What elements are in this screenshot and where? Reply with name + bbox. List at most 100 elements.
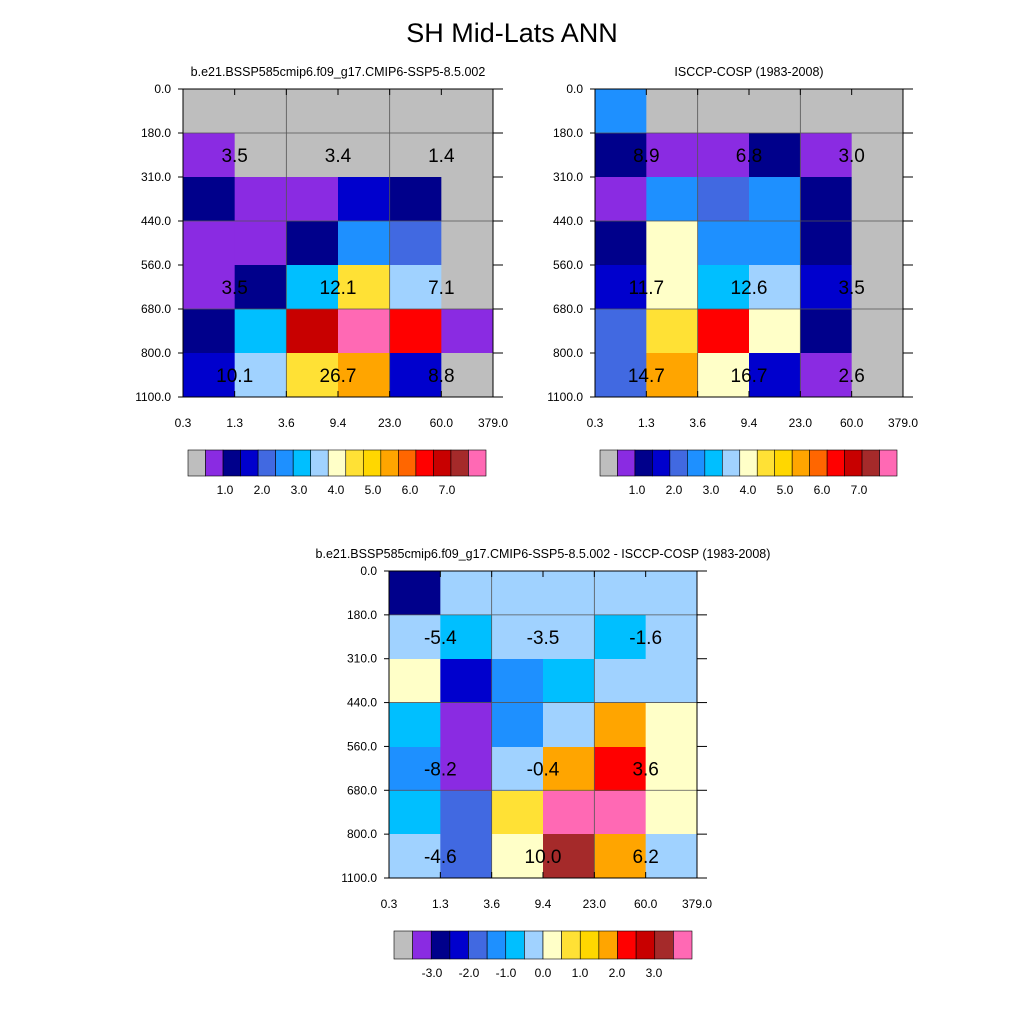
- heatmap-cell: [697, 221, 750, 266]
- y-tick-label: 440.0: [347, 696, 377, 710]
- colorbar-swatch: [739, 449, 758, 477]
- heatmap-cell: [851, 89, 904, 134]
- colorbar-swatch: [393, 930, 413, 960]
- colorbar-label: 2.0: [254, 483, 271, 497]
- y-tick-label: 180.0: [141, 126, 171, 140]
- cell-value-label: 12.6: [731, 278, 768, 299]
- colorbar-label: 6.0: [814, 483, 831, 497]
- y-tick-label: 0.0: [566, 82, 583, 96]
- colorbar-swatch: [634, 449, 653, 477]
- heatmap-cell: [646, 221, 699, 266]
- heatmap-cell: [851, 353, 904, 398]
- heatmap-cell: [491, 615, 544, 660]
- colorbar-swatch: [430, 930, 451, 960]
- heatmap-cell: [234, 221, 287, 266]
- heatmap-cell: [441, 221, 494, 266]
- heatmap-cell: [543, 747, 595, 792]
- heatmap-cell: [338, 309, 391, 354]
- heatmap-cell: [183, 353, 236, 398]
- heatmap-cell: [286, 221, 339, 266]
- heatmap-cell: [749, 309, 801, 354]
- colorbar-label: 1.0: [217, 483, 234, 497]
- heatmap-cell: [286, 133, 339, 178]
- heatmap-cell: [749, 133, 801, 178]
- cell-value-label: 10.1: [216, 366, 253, 387]
- colorbar-swatch: [861, 449, 880, 477]
- x-tick-label: 60.0: [430, 416, 454, 430]
- cell-value-label: 26.7: [320, 366, 357, 387]
- heatmap-cell: [749, 265, 801, 310]
- colorbar-label: -2.0: [459, 966, 480, 980]
- colorbar-swatch: [362, 449, 382, 477]
- heatmap-cell: [594, 747, 647, 792]
- colorbar-label: 5.0: [365, 483, 382, 497]
- y-tick-label: 800.0: [553, 346, 583, 360]
- heatmap-cell: [183, 177, 236, 222]
- colorbar-swatch: [599, 449, 618, 477]
- colorbar-label: 7.0: [439, 483, 456, 497]
- heatmap-cell: [389, 89, 442, 134]
- heatmap-cell: [440, 659, 493, 704]
- colorbar-label: 2.0: [609, 966, 626, 980]
- x-tick-label: 1.3: [432, 897, 449, 911]
- y-tick-label: 800.0: [347, 827, 377, 841]
- heatmap-cell: [697, 133, 750, 178]
- heatmap-cell: [389, 615, 441, 660]
- colorbar-swatch: [412, 930, 432, 960]
- heatmap-cell: [441, 177, 494, 222]
- heatmap-cell: [441, 265, 494, 310]
- heatmap-cell: [800, 133, 853, 178]
- cell-value-label: 12.1: [320, 278, 357, 299]
- heatmap-cell: [645, 615, 698, 660]
- heatmap-cell: [389, 265, 442, 310]
- heatmap-cell: [595, 133, 647, 178]
- colorbar-swatch: [617, 449, 636, 477]
- x-tick-label: 379.0: [478, 416, 508, 430]
- y-tick-label: 680.0: [141, 302, 171, 316]
- colorbar-label: 3.0: [703, 483, 720, 497]
- heatmap-cell: [646, 309, 699, 354]
- heatmap-cell: [338, 133, 391, 178]
- heatmap-cell: [595, 221, 647, 266]
- heatmap-cell: [286, 265, 339, 310]
- heatmap-cell: [543, 571, 595, 616]
- colorbar-swatch: [222, 449, 241, 477]
- colorbar-label: 1.0: [629, 483, 646, 497]
- colorbar-swatch: [415, 449, 434, 477]
- x-tick-label: 60.0: [840, 416, 864, 430]
- cell-value-label: -1.6: [629, 628, 662, 649]
- heatmap-cell: [389, 659, 441, 704]
- heatmap-cell: [491, 571, 544, 616]
- heatmap-cell: [800, 89, 853, 134]
- colorbar-swatch: [721, 449, 741, 477]
- x-tick-label: 23.0: [378, 416, 402, 430]
- heatmap-cell: [697, 177, 750, 222]
- heatmap-cell: [697, 265, 750, 310]
- colorbar-swatch: [826, 449, 845, 477]
- y-tick-label: 440.0: [141, 214, 171, 228]
- heatmap-cell: [543, 659, 595, 704]
- heatmap-cell: [851, 177, 904, 222]
- colorbar-swatch: [292, 449, 312, 477]
- heatmap-cell: [441, 133, 494, 178]
- heatmap-cell: [543, 703, 595, 748]
- heatmap-cell: [646, 353, 699, 398]
- colorbar-swatch: [673, 930, 693, 960]
- heatmap-cell: [543, 834, 595, 879]
- heatmap-cell: [338, 221, 391, 266]
- heatmap-cell: [389, 571, 441, 616]
- figure-title: SH Mid-Lats ANN: [406, 18, 618, 48]
- y-tick-label: 1100.0: [135, 390, 171, 404]
- heatmap-cell: [594, 834, 647, 879]
- cell-value-label: 3.6: [632, 759, 658, 780]
- colorbar-label: 0.0: [535, 966, 552, 980]
- heatmap-cell: [389, 309, 442, 354]
- y-tick-label: 560.0: [347, 739, 377, 753]
- heatmap-cell: [440, 747, 493, 792]
- heatmap-cell: [594, 571, 647, 616]
- colorbar-swatch: [669, 449, 688, 477]
- x-tick-label: 9.4: [535, 897, 552, 911]
- x-tick-label: 23.0: [583, 897, 607, 911]
- colorbar-swatch: [310, 449, 329, 477]
- heatmap-cell: [440, 834, 493, 879]
